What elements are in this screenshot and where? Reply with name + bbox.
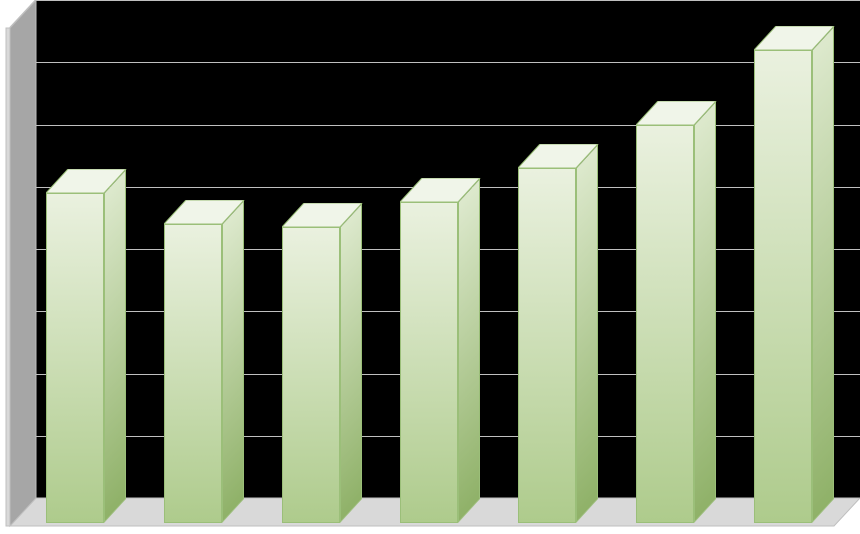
bar-chart-3d <box>0 0 860 534</box>
bar <box>754 50 812 523</box>
bar <box>636 125 694 523</box>
bar-side <box>104 169 126 523</box>
bar-front <box>400 202 458 523</box>
bar-top <box>400 178 482 204</box>
bar <box>282 227 340 523</box>
bar-side <box>340 203 362 523</box>
bar-side <box>458 178 480 523</box>
bar-top <box>518 144 600 170</box>
bar-side <box>222 200 244 523</box>
bar-front <box>164 224 222 523</box>
bar-top <box>164 200 246 226</box>
bar <box>46 193 104 523</box>
bar-front <box>46 193 104 523</box>
bar-side <box>694 101 716 523</box>
bar <box>518 168 576 523</box>
bar <box>400 202 458 523</box>
bar-top <box>46 169 128 195</box>
bar-front <box>518 168 576 523</box>
bars-group <box>0 0 860 534</box>
bar-side <box>576 144 598 523</box>
bar-front <box>636 125 694 523</box>
bar-top <box>282 203 364 229</box>
bar-front <box>754 50 812 523</box>
bar-side <box>812 26 834 523</box>
bar-front <box>282 227 340 523</box>
bar-top <box>754 26 836 52</box>
bar-top <box>636 101 718 127</box>
bar <box>164 224 222 523</box>
